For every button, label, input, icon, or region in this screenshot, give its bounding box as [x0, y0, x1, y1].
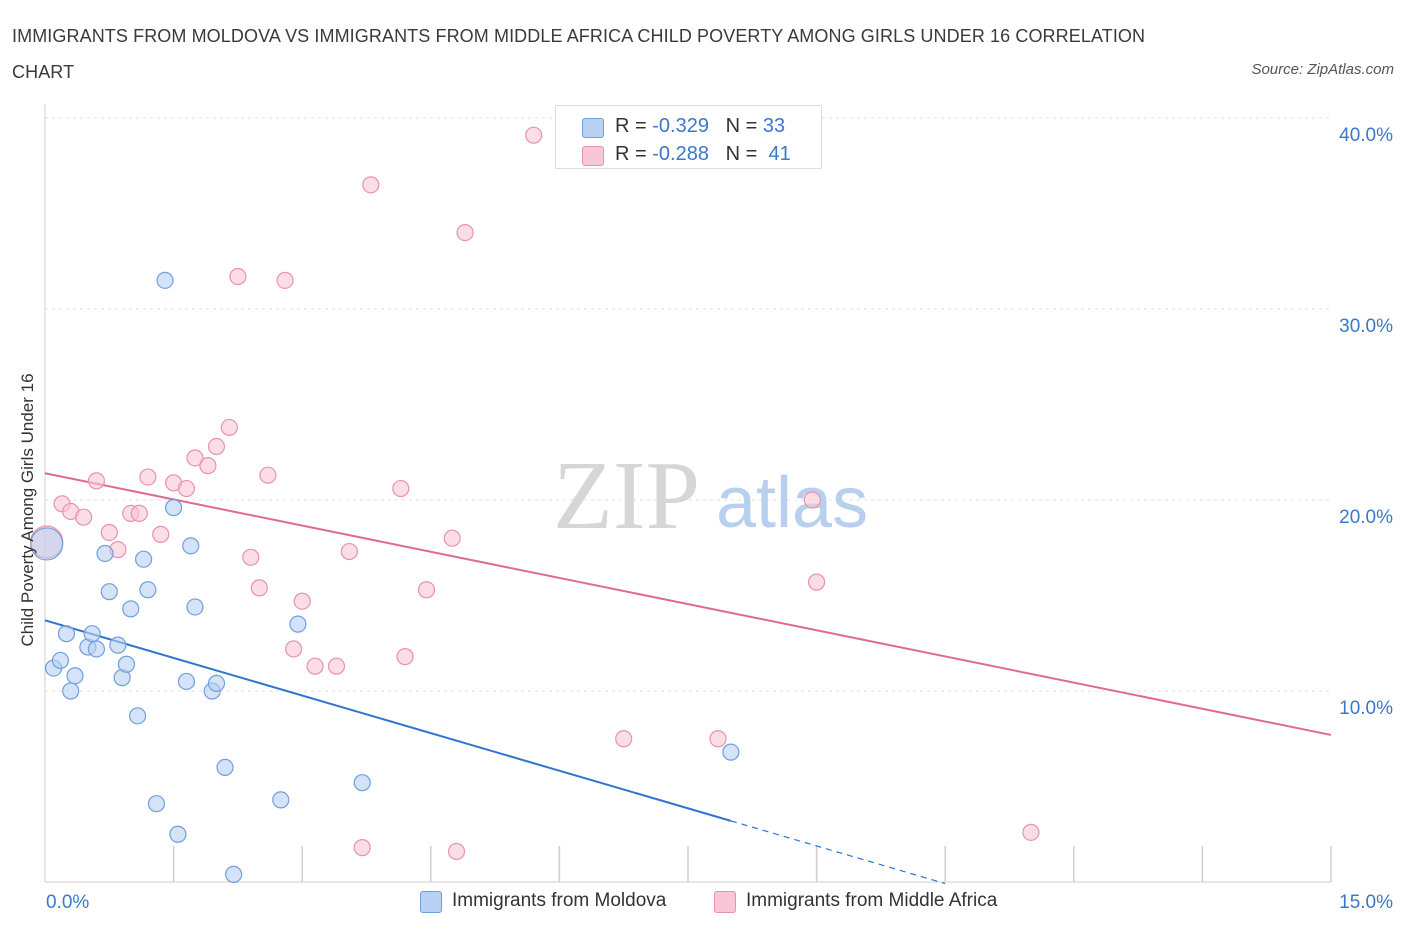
point-moldova: [57, 625, 76, 643]
point-africa: [340, 542, 358, 561]
point-africa: [285, 640, 303, 658]
point-moldova: [139, 581, 157, 599]
legend-r-label: R =: [615, 143, 653, 165]
point-africa: [709, 730, 727, 748]
legend-n-label: N =: [725, 115, 763, 137]
point-moldova: [207, 674, 226, 692]
point-africa: [447, 842, 466, 861]
point-moldova: [216, 758, 234, 777]
point-africa: [456, 224, 474, 242]
tick-labels: 10.0% 20.0% 30.0% 40.0% 0.0% 15.0%: [46, 125, 1393, 913]
point-africa: [362, 176, 380, 194]
bottom-swatch-moldova: [420, 891, 442, 913]
point-africa: [242, 548, 260, 566]
point-moldova: [156, 271, 174, 289]
point-moldova: [96, 544, 114, 563]
legend-r-value: -0.288: [652, 143, 709, 165]
point-moldova: [165, 499, 183, 517]
point-moldova: [83, 625, 101, 643]
point-africa: [207, 437, 226, 456]
bottom-legend-label: Immigrants from Middle Africa: [746, 890, 998, 911]
axes: [44, 104, 1332, 883]
point-moldova: [289, 615, 307, 633]
point-africa: [293, 592, 311, 610]
watermark-zip: ZIP: [553, 442, 700, 550]
point-africa: [807, 573, 826, 591]
point-moldova: [122, 600, 140, 618]
point-africa: [353, 839, 371, 857]
legend-r-label: R =: [615, 115, 653, 137]
point-moldova: [128, 707, 147, 725]
point-africa: [139, 468, 157, 486]
point-moldova: [62, 682, 80, 700]
legend-swatch-moldova: [582, 118, 604, 138]
bottom-legend-label: Immigrants from Moldova: [452, 890, 667, 911]
point-moldova: [134, 550, 153, 568]
point-africa: [417, 581, 436, 599]
trend-lines: [44, 472, 1332, 885]
point-africa: [250, 579, 268, 597]
point-africa: [130, 504, 148, 522]
point-africa: [615, 730, 633, 748]
point-moldova: [100, 583, 118, 601]
legend-n-value: 33: [762, 115, 786, 137]
point-africa: [276, 271, 294, 289]
chart-title: IMMIGRANTS FROM MOLDOVA VS IMMIGRANTS FR…: [12, 26, 1146, 82]
legend-n-value: 41: [768, 143, 791, 165]
point-africa: [396, 648, 414, 666]
x-tick-label: 15.0%: [1339, 892, 1393, 913]
trend-line-extension-moldova: [730, 820, 946, 885]
bottom-swatch-africa: [714, 891, 736, 913]
point-africa: [87, 472, 106, 490]
point-moldova: [117, 655, 136, 673]
point-moldova: [177, 672, 196, 691]
point-moldova: [186, 598, 204, 616]
point-africa: [392, 479, 410, 498]
point-africa: [229, 267, 247, 286]
point-africa: [259, 466, 277, 484]
y-tick-label: 30.0%: [1339, 316, 1393, 337]
point-africa: [74, 508, 93, 526]
watermark-atlas: atlas: [716, 463, 868, 543]
point-africa: [803, 491, 821, 509]
point-africa: [327, 657, 346, 675]
trend-line-moldova: [44, 619, 732, 822]
point-africa: [1022, 823, 1040, 841]
x-tick-label: 0.0%: [46, 892, 89, 913]
point-moldova: [66, 667, 84, 685]
point-africa: [199, 457, 217, 475]
y-tick-label: 10.0%: [1339, 698, 1393, 719]
point-moldova: [353, 774, 371, 792]
point-africa: [525, 126, 543, 144]
legend-swatch-africa: [582, 146, 604, 166]
legend-n-label: N =: [725, 143, 763, 165]
point-moldova: [87, 640, 106, 658]
point-africa: [152, 525, 170, 543]
point-moldova: [30, 527, 64, 561]
stats-legend: R = -0.329 N = 33 R = -0.288 N = 41: [555, 105, 822, 169]
point-africa: [306, 657, 324, 675]
point-africa: [177, 479, 196, 498]
legend-r-value: -0.329: [652, 115, 709, 137]
point-moldova: [182, 537, 200, 555]
point-moldova: [225, 865, 243, 883]
point-africa: [100, 523, 118, 542]
point-moldova: [272, 791, 290, 809]
y-tick-label: 20.0%: [1339, 507, 1393, 528]
data-points: [30, 126, 1040, 883]
y-axis-label: Child Poverty Among Girls Under 16: [18, 373, 37, 646]
point-africa: [443, 529, 461, 547]
point-africa: [220, 418, 238, 437]
point-moldova: [109, 636, 127, 654]
point-moldova: [722, 743, 740, 761]
point-africa: [186, 449, 204, 467]
trend-line-africa: [44, 472, 1332, 736]
point-moldova: [51, 651, 70, 670]
y-tick-label: 40.0%: [1339, 125, 1393, 146]
point-moldova: [147, 795, 166, 813]
source-label: Source: ZipAtlas.com: [1251, 61, 1394, 78]
point-moldova: [169, 825, 187, 843]
